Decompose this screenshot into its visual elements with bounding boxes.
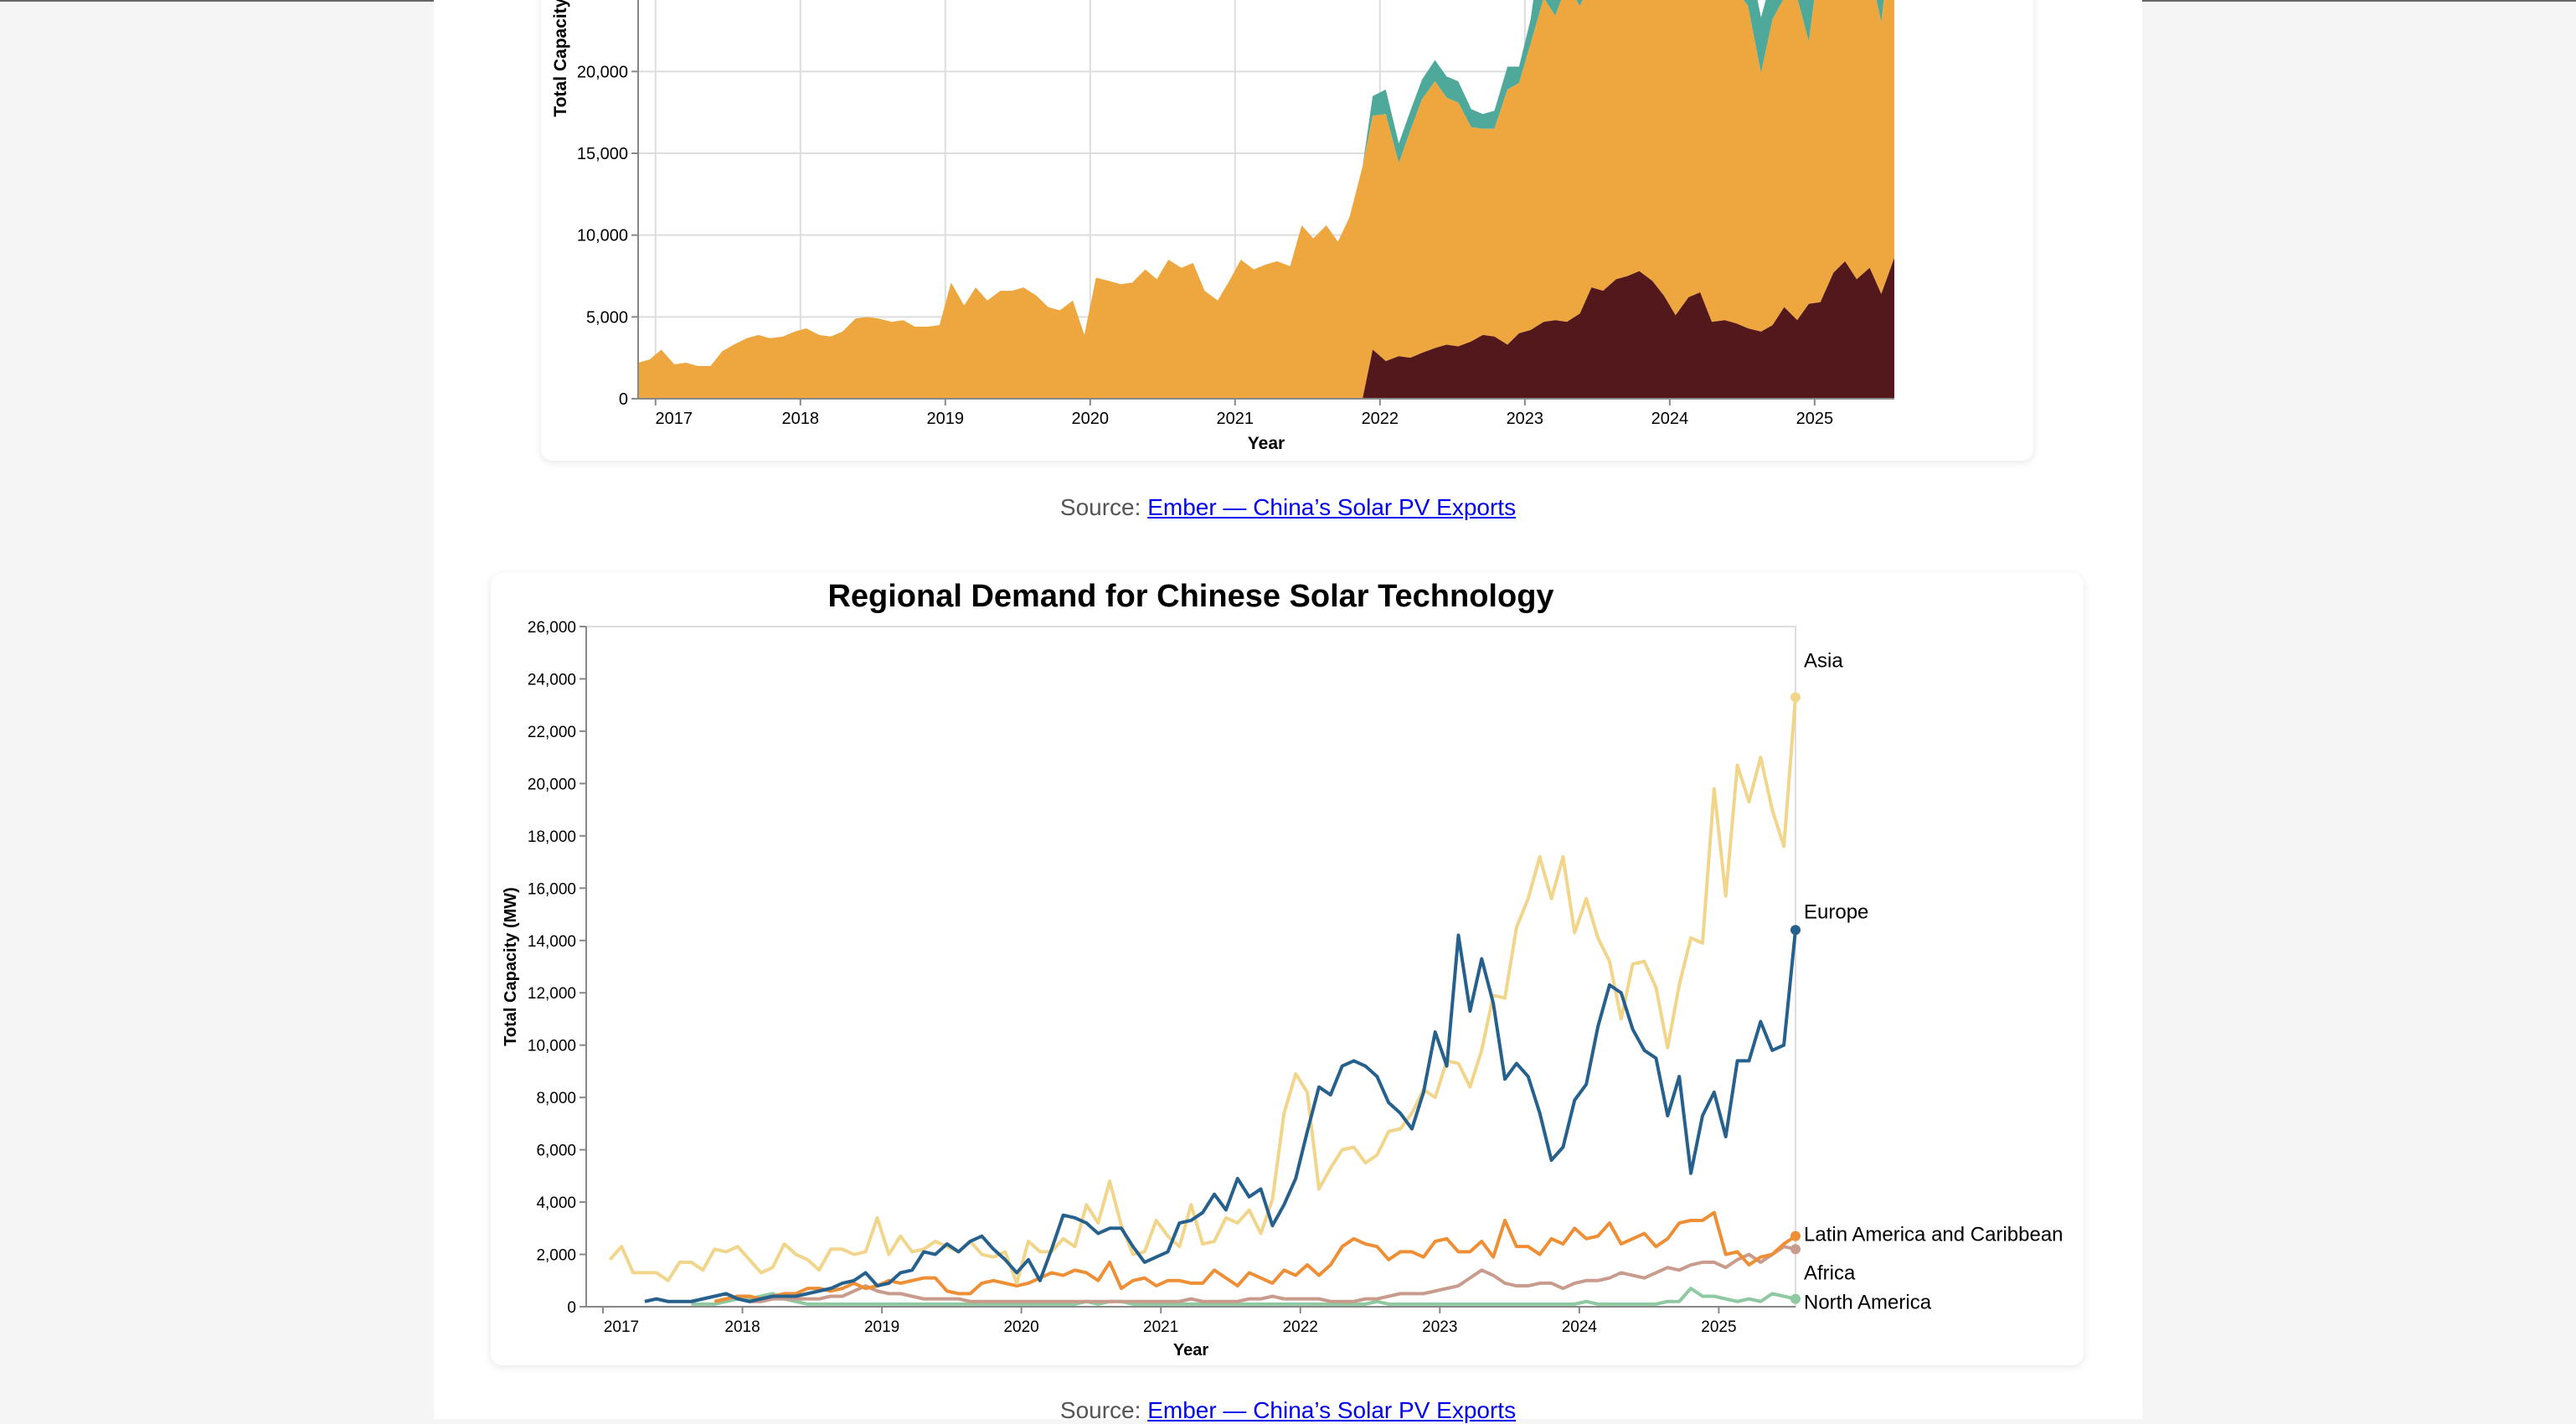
x-tick-label: 2020 — [1003, 1318, 1038, 1336]
y-tick-label: 24,000 — [528, 671, 576, 689]
y-tick-label: 4,000 — [536, 1194, 576, 1212]
stacked-area-chart: 05,00010,00015,00020,00025,0002017201820… — [0, 0, 2576, 503]
y-tick-label: 22,000 — [528, 724, 576, 741]
y-axis-title: Total Capacity (MW) — [551, 0, 570, 117]
y-tick-label: 26,000 — [528, 619, 576, 637]
line-series-north_america — [691, 1287, 1796, 1306]
source-line-1: Source: Ember — China’s Solar PV Exports — [0, 494, 2576, 521]
x-tick-label: 2025 — [1701, 1318, 1736, 1336]
source-link[interactable]: Ember — China’s Solar PV Exports — [1147, 494, 1517, 520]
x-tick-label: 2021 — [1217, 410, 1255, 428]
x-tick-label: 2017 — [656, 410, 693, 428]
line-series-latam — [714, 1210, 1797, 1303]
series-end-point-north_america — [1790, 1293, 1801, 1304]
line-series-asia — [608, 697, 1797, 1285]
x-tick-label: 2018 — [782, 410, 820, 428]
y-tick-label: 2,000 — [536, 1247, 576, 1265]
x-tick-label: 2017 — [604, 1318, 639, 1336]
x-tick-label: 2023 — [1507, 410, 1544, 428]
x-tick-label: 2018 — [724, 1318, 760, 1336]
x-tick-label: 2024 — [1651, 410, 1689, 428]
x-tick-label: 2019 — [927, 410, 965, 428]
series-label-europe: Europe — [1804, 900, 1868, 923]
x-tick-label: 2022 — [1362, 410, 1399, 428]
line-series-africa — [749, 1245, 1796, 1303]
y-tick-label: 16,000 — [528, 880, 576, 898]
x-axis-title: Year — [1173, 1341, 1208, 1360]
y-tick-label: 14,000 — [528, 933, 576, 951]
x-tick-label: 2021 — [1143, 1318, 1178, 1336]
x-tick-label: 2025 — [1796, 410, 1834, 428]
area-series-cells — [1363, 258, 1894, 399]
series-label-latam: Latin America and Caribbean — [1804, 1224, 2063, 1246]
y-tick-label: 20,000 — [528, 776, 576, 793]
y-tick-label: 10,000 — [528, 1038, 576, 1055]
y-tick-label: 6,000 — [536, 1143, 576, 1160]
y-tick-label: 8,000 — [536, 1090, 576, 1107]
y-tick-label: 10,000 — [577, 227, 628, 245]
series-end-point-europe — [1790, 925, 1801, 936]
line-series-europe — [644, 930, 1797, 1303]
y-tick-label: 12,000 — [528, 985, 576, 1003]
series-end-point-africa — [1790, 1244, 1801, 1255]
x-tick-label: 2019 — [864, 1318, 899, 1336]
y-tick-label: 5,000 — [586, 308, 628, 327]
x-tick-label: 2020 — [1072, 410, 1110, 428]
series-end-point-asia — [1790, 692, 1801, 703]
x-tick-label: 2023 — [1422, 1318, 1457, 1336]
area-series-modules — [638, 0, 1894, 399]
series-label-north_america: North America — [1804, 1292, 1932, 1314]
series-label-africa: Africa — [1804, 1261, 1856, 1284]
area-series-other — [1363, 0, 1894, 167]
series-label-asia: Asia — [1804, 649, 1843, 672]
series-end-point-latam — [1790, 1231, 1801, 1241]
y-tick-label: 0 — [619, 390, 628, 409]
x-tick-label: 2024 — [1562, 1318, 1598, 1336]
x-axis-title: Year — [1248, 434, 1285, 453]
x-tick-label: 2022 — [1283, 1318, 1318, 1336]
source-prefix: Source: — [1059, 494, 1141, 520]
chart-card-regional-demand — [491, 573, 2084, 1365]
y-tick-label: 15,000 — [577, 145, 628, 163]
y-tick-label: 18,000 — [528, 828, 576, 846]
chart-title: Regional Demand for Chinese Solar Techno… — [827, 579, 1553, 614]
y-tick-label: 20,000 — [577, 63, 628, 81]
y-axis-title: Total Capacity (MW) — [502, 887, 520, 1046]
y-tick-label: 0 — [567, 1299, 576, 1317]
